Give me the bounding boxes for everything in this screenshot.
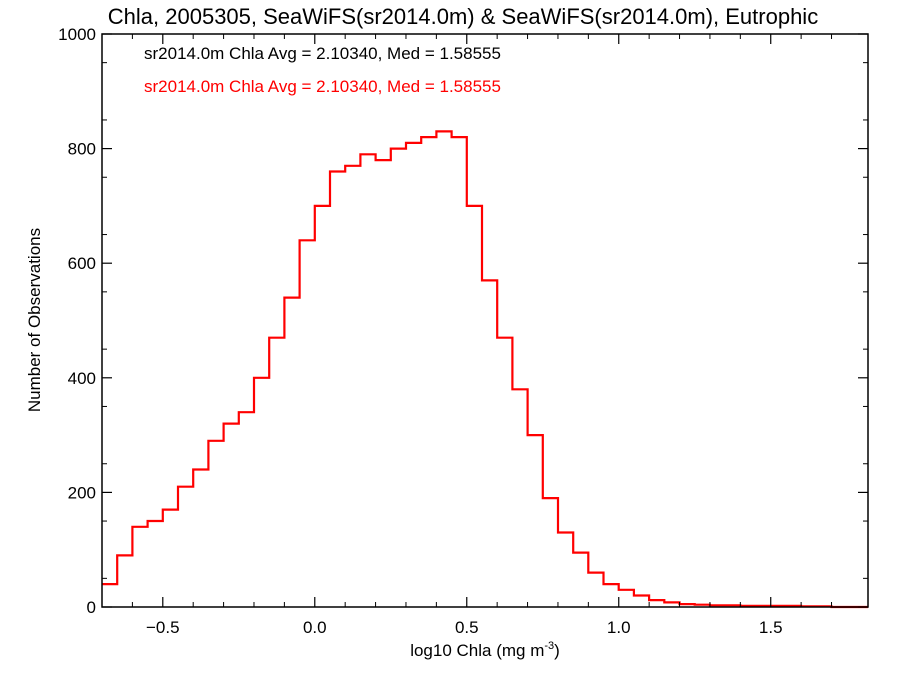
histogram-series-0 <box>102 130 868 609</box>
x-tick-label: 1.5 <box>759 618 783 637</box>
plot-frame <box>101 33 869 608</box>
x-tick-label: 0.5 <box>455 618 479 637</box>
chart-title: Chla, 2005305, SeaWiFS(sr2014.0m) & SeaW… <box>108 4 818 29</box>
x-axis-label-end: ) <box>554 641 560 660</box>
x-axis-label: log10 Chla (mg m-3) <box>410 640 560 660</box>
annotation-red: sr2014.0m Chla Avg = 2.10340, Med = 1.58… <box>144 77 501 96</box>
y-tick-label: 400 <box>68 369 96 388</box>
x-tick-label: −0.5 <box>146 618 180 637</box>
y-tick-label: 600 <box>68 254 96 273</box>
annotation-black: sr2014.0m Chla Avg = 2.10340, Med = 1.58… <box>144 44 501 63</box>
ticks-layer: −0.5 0.0 0.5 1.0 1.5 0 200 400 600 800 1000 <box>58 25 868 637</box>
x-tick-label: 0.0 <box>303 618 327 637</box>
y-tick-label: 800 <box>68 140 96 159</box>
y-tick-label: 0 <box>87 598 96 617</box>
y-tick-label: 1000 <box>58 25 96 44</box>
x-tick-label: 1.0 <box>607 618 631 637</box>
x-axis-label-main: log10 Chla (mg m <box>410 641 544 660</box>
series-layer <box>102 130 868 609</box>
x-axis-label-sup: -3 <box>544 640 554 652</box>
y-axis-label: Number of Observations <box>25 228 44 412</box>
y-tick-label: 200 <box>68 483 96 502</box>
